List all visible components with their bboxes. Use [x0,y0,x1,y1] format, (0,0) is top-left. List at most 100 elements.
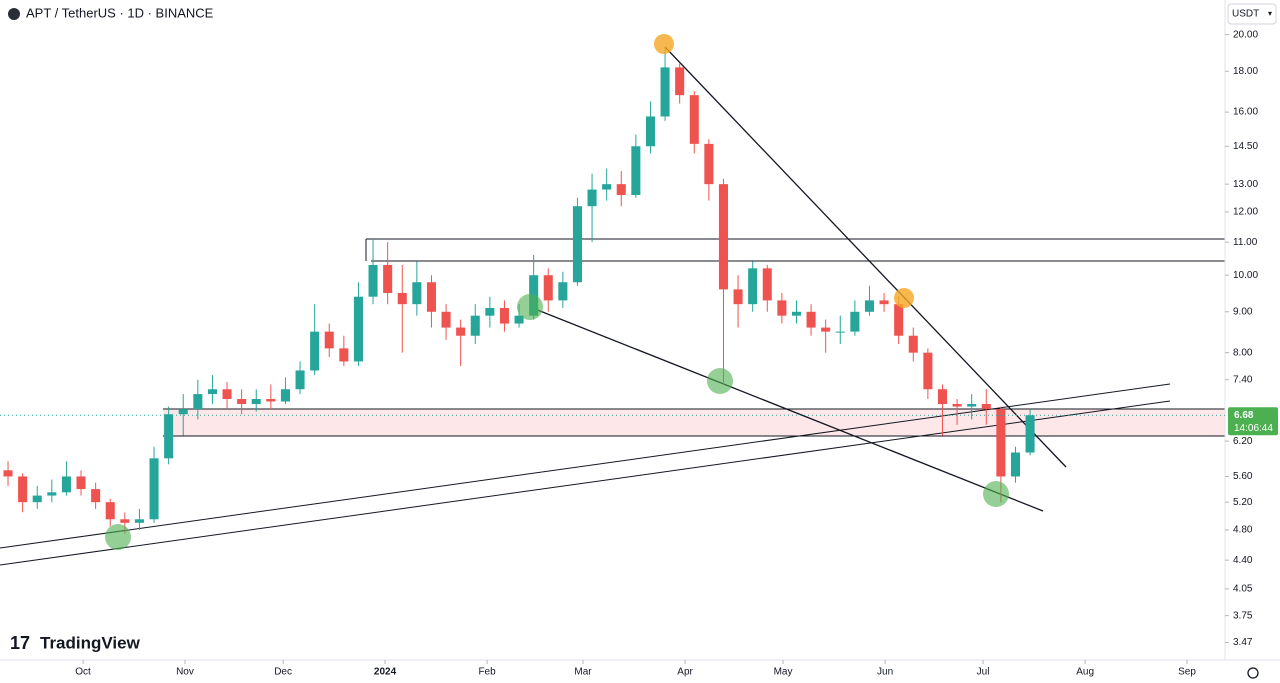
candle-body [383,264,393,294]
candle-body [397,293,407,305]
candle-body [660,67,670,117]
candle-body [193,394,203,410]
candle-body [470,315,480,336]
y-tick-label: 5.20 [1233,497,1253,508]
candle-body [105,502,115,520]
candle-body [937,389,948,405]
candle-body [645,116,655,147]
settings-icon[interactable] [1247,667,1259,679]
x-tick-label: Apr [677,667,693,678]
candle-body [266,399,276,402]
symbol-icon [8,8,20,20]
candle-body [32,495,42,503]
candle-body [543,275,553,301]
candle-body [295,370,305,390]
marker [983,481,1009,507]
y-tick-label: 11.00 [1233,237,1258,248]
candle-body [412,282,422,305]
y-tick-label: 13.00 [1233,179,1258,190]
candle-body [894,304,904,336]
last-price-label: 6.68 [1234,410,1254,421]
candle-body [704,143,714,185]
candle-body [558,282,568,301]
candle-body [91,489,101,503]
candle-body [718,184,728,290]
candle-body [280,389,290,402]
dropdown-arrow[interactable]: ▾ [1268,9,1272,18]
y-tick-label: 8.00 [1233,347,1253,358]
candle-body [981,404,991,410]
candle-body [441,311,451,328]
y-tick-label: 4.40 [1233,555,1253,566]
x-tick-label: Oct [75,667,91,678]
candle-body [120,519,130,523]
candle-body [353,296,363,362]
logo-mark: 17 [10,633,30,653]
candle-body [499,307,509,324]
candle-body [251,399,261,405]
drawings [0,46,1225,566]
x-tick-label: Jun [877,667,893,678]
candle-body [791,311,801,316]
marker [707,368,733,394]
candle-body [967,404,977,407]
y-tick-label: 7.40 [1233,374,1253,385]
candle-body [631,146,641,196]
candle-body [368,264,378,297]
x-tick-label: Feb [478,667,496,678]
x-tick-label: May [774,667,793,678]
candle-body [864,300,874,312]
candle-body [3,470,13,477]
candle-body [456,327,466,336]
trend-line [0,400,1171,566]
x-tick-label: Aug [1076,667,1094,678]
y-tick-label: 10.00 [1233,270,1258,281]
countdown-label: 14:06:44 [1234,423,1273,434]
trend-line [664,46,1067,468]
x-tick-label: Mar [574,667,592,678]
symbol-title: APT / TetherUS · 1D · BINANCE [26,5,214,20]
y-tick-label: 3.75 [1233,610,1253,621]
candle-body [821,327,831,332]
marker [894,288,914,308]
trend-line [529,306,1044,512]
candle-body [923,352,933,390]
candle-body [675,67,685,96]
support-zone [163,409,1225,436]
candle-body [514,315,524,324]
candle-body [806,311,816,328]
trend-line [0,383,1171,549]
candle-body [426,282,436,312]
y-tick-label: 14.50 [1233,141,1258,152]
y-tick-label: 20.00 [1233,29,1258,40]
candle-body [18,476,28,503]
candle-body [207,389,217,395]
marker [654,34,674,54]
candle-body [1010,452,1021,477]
candle-body [237,399,247,405]
candle-body [178,409,188,415]
candle-body [149,458,159,520]
candle-body [733,289,743,305]
currency-label[interactable]: USDT [1232,9,1259,20]
candle-body [850,311,860,332]
y-tick-label: 12.00 [1233,207,1258,218]
candle-body [602,184,612,190]
candle-body [164,414,174,459]
y-tick-label: 5.60 [1233,471,1253,482]
candle-body [879,300,889,305]
candle-body [762,268,772,301]
candle-body [324,331,334,349]
y-tick-label: 3.47 [1233,637,1253,648]
y-tick-label: 4.80 [1233,525,1253,536]
candle-body [777,300,787,316]
candle-body [485,307,495,316]
candle-body [310,331,320,371]
marker [517,294,543,320]
logo-text: TradingView [40,633,141,652]
y-tick-label: 6.20 [1233,436,1253,447]
candle-body [616,184,626,196]
currency-select[interactable] [1227,3,1277,25]
